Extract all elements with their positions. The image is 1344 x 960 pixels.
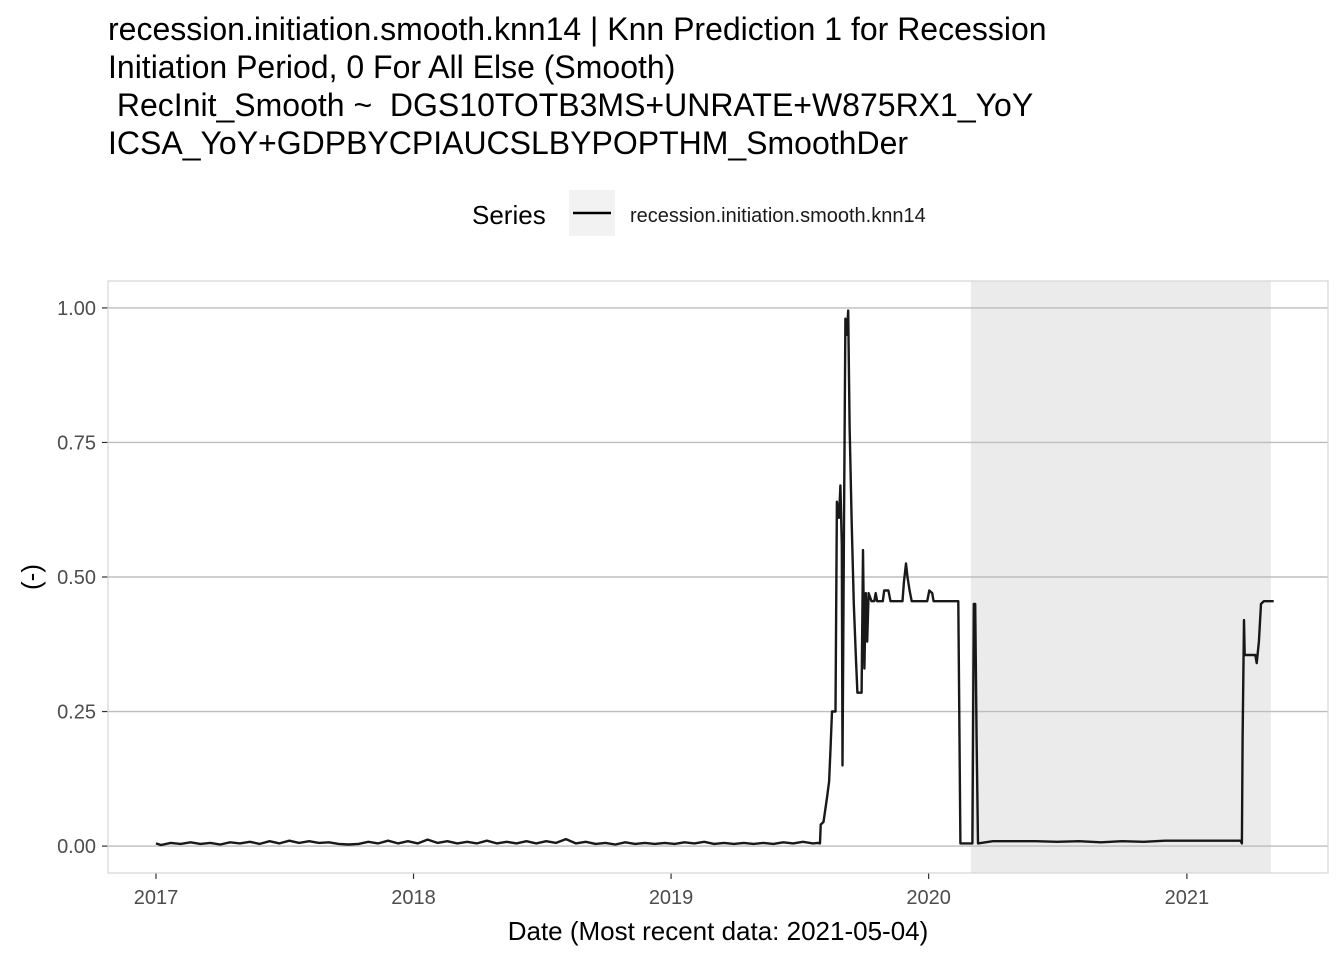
legend-title: Series (472, 200, 546, 230)
plot-area: 0.00 0.25 0.50 0.75 1.00 2017 2018 2019 2020 2021 (57, 280, 1329, 909)
x-tick-label: 2017 (134, 887, 179, 909)
legend-label: recession.initiation.smooth.knn14 (630, 205, 926, 227)
title-line: ICSA_YoY+GDPBYCPIAUCSLBYPOPTHM_SmoothDer (108, 125, 909, 161)
y-tick-label: 0.50 (57, 567, 96, 589)
title-line: RecInit_Smooth ~ DGS10TOTB3MS+UNRATE+W87… (108, 87, 1034, 123)
title-line: recession.initiation.smooth.knn14 | Knn … (108, 11, 1047, 47)
y-axis-title: (-) (16, 564, 46, 590)
legend: Series recession.initiation.smooth.knn14 (472, 190, 926, 236)
x-tick-label: 2020 (906, 887, 951, 909)
x-tick-label: 2021 (1165, 887, 1210, 909)
x-axis-title: Date (Most recent data: 2021-05-04) (508, 916, 929, 946)
y-tick-label: 0.00 (57, 836, 96, 858)
x-tick-label: 2018 (391, 887, 436, 909)
y-tick-label: 1.00 (57, 298, 96, 320)
y-tick-label: 0.75 (57, 432, 96, 454)
y-tick-label: 0.25 (57, 702, 96, 724)
chart-title: recession.initiation.smooth.knn14 | Knn … (108, 10, 1288, 162)
title-line: Initiation Period, 0 For All Else (Smoot… (108, 49, 676, 85)
x-tick-label: 2019 (649, 887, 694, 909)
panel-border (107, 280, 1329, 874)
series-line (155, 309, 1274, 847)
